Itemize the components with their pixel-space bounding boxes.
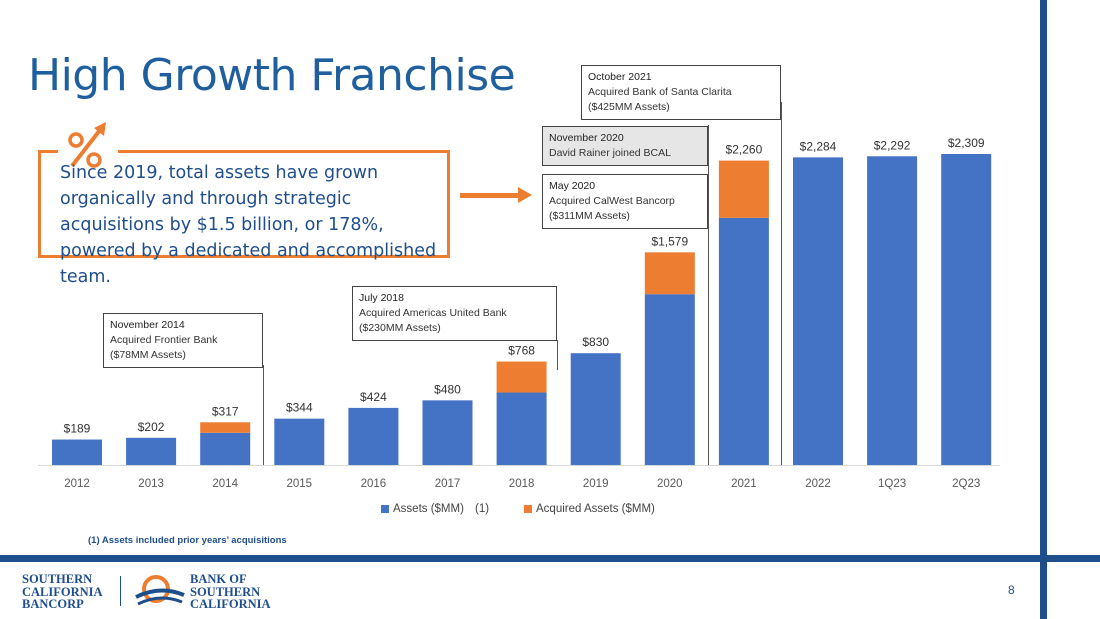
page-number: 8 — [1008, 583, 1015, 597]
callout-arrow-head — [518, 187, 532, 203]
annotation-head: May 2020 — [549, 180, 596, 192]
x-tick-2015: 2015 — [287, 478, 313, 490]
assets-bar-chart: $189 2012 $202 2013 $317 2014 $344 2015 $424 2016… — [38, 136, 1000, 490]
bar-assets-2022 — [793, 157, 843, 466]
x-tick-2018: 2018 — [509, 478, 535, 490]
legend-note: (1) — [475, 503, 489, 515]
bar-assets-2020 — [644, 294, 695, 465]
x-tick-2019: 2019 — [583, 478, 609, 490]
annotation-line: Acquired Bank of Santa Clarita — [588, 86, 732, 98]
data-label-2020: $1,579 — [651, 234, 688, 248]
bar-assets-2Q23 — [941, 154, 992, 465]
x-tick-2014: 2014 — [212, 478, 238, 490]
data-label-2017: $480 — [434, 382, 461, 396]
x-tick-2013: 2013 — [138, 478, 164, 490]
annotation-line: Acquired CalWest Bancorp — [549, 195, 675, 207]
bar-assets-2016 — [348, 407, 399, 465]
bar-acquired-2020 — [644, 252, 695, 295]
legend-swatch-acquired — [524, 504, 532, 513]
annotation-head: July 2018 — [359, 292, 404, 304]
legend-swatch-assets — [381, 504, 389, 513]
bar-assets-1Q23 — [867, 156, 918, 465]
annotation-line: ($230MM Assets) — [359, 322, 441, 334]
bar-acquired-2021 — [718, 160, 769, 218]
bar-assets-2014 — [200, 432, 251, 465]
percent-growth-icon — [58, 116, 118, 176]
bank-of-southern-california-logo: Bank of Southern California — [190, 573, 271, 611]
data-label-2019: $830 — [582, 335, 609, 349]
logo-divider — [120, 576, 121, 606]
legend-assets: Assets ($MM) — [381, 503, 464, 515]
logo-word: Southern — [22, 572, 93, 586]
data-label-2012: $189 — [64, 422, 91, 436]
bar-assets-2013 — [126, 437, 177, 465]
annotation-line: David Rainer joined BCAL — [549, 147, 671, 159]
page-title: High Growth Franchise — [28, 50, 516, 101]
annotation-may-2020: May 2020 Acquired CalWest Bancorp ($311M… — [542, 174, 708, 229]
annotation-head: October 2021 — [588, 71, 652, 83]
data-label-2014: $317 — [212, 404, 239, 418]
logo-word: Bancorp — [22, 597, 84, 611]
annotation-oct-2021: October 2021 Acquired Bank of Santa Clar… — [581, 65, 781, 120]
logo-word: Bank of — [190, 572, 247, 586]
bank-logo-mark-icon — [134, 573, 186, 614]
x-tick-2017: 2017 — [435, 478, 461, 490]
logo-word: California — [22, 584, 103, 599]
bar-assets-2018 — [496, 392, 547, 465]
annotation-line: Acquired Americas United Bank — [359, 307, 507, 319]
x-tick-2021: 2021 — [731, 478, 757, 490]
x-tick-2012: 2012 — [64, 478, 90, 490]
annotation-line: Acquired Frontier Bank — [110, 334, 218, 346]
x-tick-2Q23: 2Q23 — [952, 478, 980, 490]
bar-assets-2021 — [718, 217, 769, 465]
annotation-nov-2020: November 2020 David Rainer joined BCAL — [542, 126, 708, 166]
legend-footnote-ref: (1) — [475, 503, 490, 515]
legend-label-acquired: Acquired Assets ($MM) — [536, 503, 655, 515]
divider-2021 — [781, 102, 782, 465]
data-label-2013: $202 — [138, 420, 165, 434]
annotation-head: November 2020 — [549, 132, 624, 144]
right-accent-bar — [1040, 0, 1047, 619]
bar-assets-2019 — [570, 353, 621, 465]
data-label-2021: $2,260 — [726, 143, 763, 157]
logo-word: Southern — [190, 584, 261, 599]
data-label-2022: $2,284 — [800, 139, 837, 153]
annotation-line: ($78MM Assets) — [110, 349, 186, 361]
logo-word: California — [190, 597, 271, 611]
bar-assets-2015 — [274, 418, 325, 465]
bar-assets-2017 — [422, 400, 473, 465]
annotation-nov-2014: November 2014 Acquired Frontier Bank ($7… — [103, 313, 263, 368]
annotation-line: ($311MM Assets) — [549, 210, 630, 222]
legend-label-assets: Assets ($MM) — [393, 503, 464, 515]
bar-acquired-2018 — [496, 361, 547, 393]
callout-text: Since 2019, total assets have grown orga… — [60, 163, 437, 287]
annotation-jul-2018: July 2018 Acquired Americas United Bank … — [352, 286, 557, 341]
divider-2020 — [708, 125, 709, 465]
data-label-1Q23: $2,292 — [874, 138, 911, 152]
x-tick-2016: 2016 — [361, 478, 387, 490]
divider-2018 — [557, 340, 558, 370]
data-label-2016: $424 — [360, 390, 387, 404]
bar-assets-2012 — [52, 439, 102, 465]
annotation-line: ($425MM Assets) — [588, 101, 670, 113]
x-tick-2022: 2022 — [805, 478, 831, 490]
data-label-2Q23: $2,309 — [948, 136, 985, 150]
data-label-2015: $344 — [286, 401, 313, 415]
divider-2014 — [263, 365, 264, 465]
footnote: (1) Assets included prior years’ acquisi… — [88, 535, 287, 546]
data-label-2018: $768 — [508, 344, 535, 358]
bottom-accent-bar — [0, 555, 1100, 562]
legend-acquired: Acquired Assets ($MM) — [524, 503, 655, 515]
x-tick-1Q23: 1Q23 — [878, 478, 906, 490]
callout-arrow — [460, 193, 520, 198]
southern-california-bancorp-logo: Southern California Bancorp — [22, 573, 103, 611]
x-tick-2020: 2020 — [657, 478, 683, 490]
bar-acquired-2014 — [200, 422, 251, 433]
annotation-head: November 2014 — [110, 319, 185, 331]
